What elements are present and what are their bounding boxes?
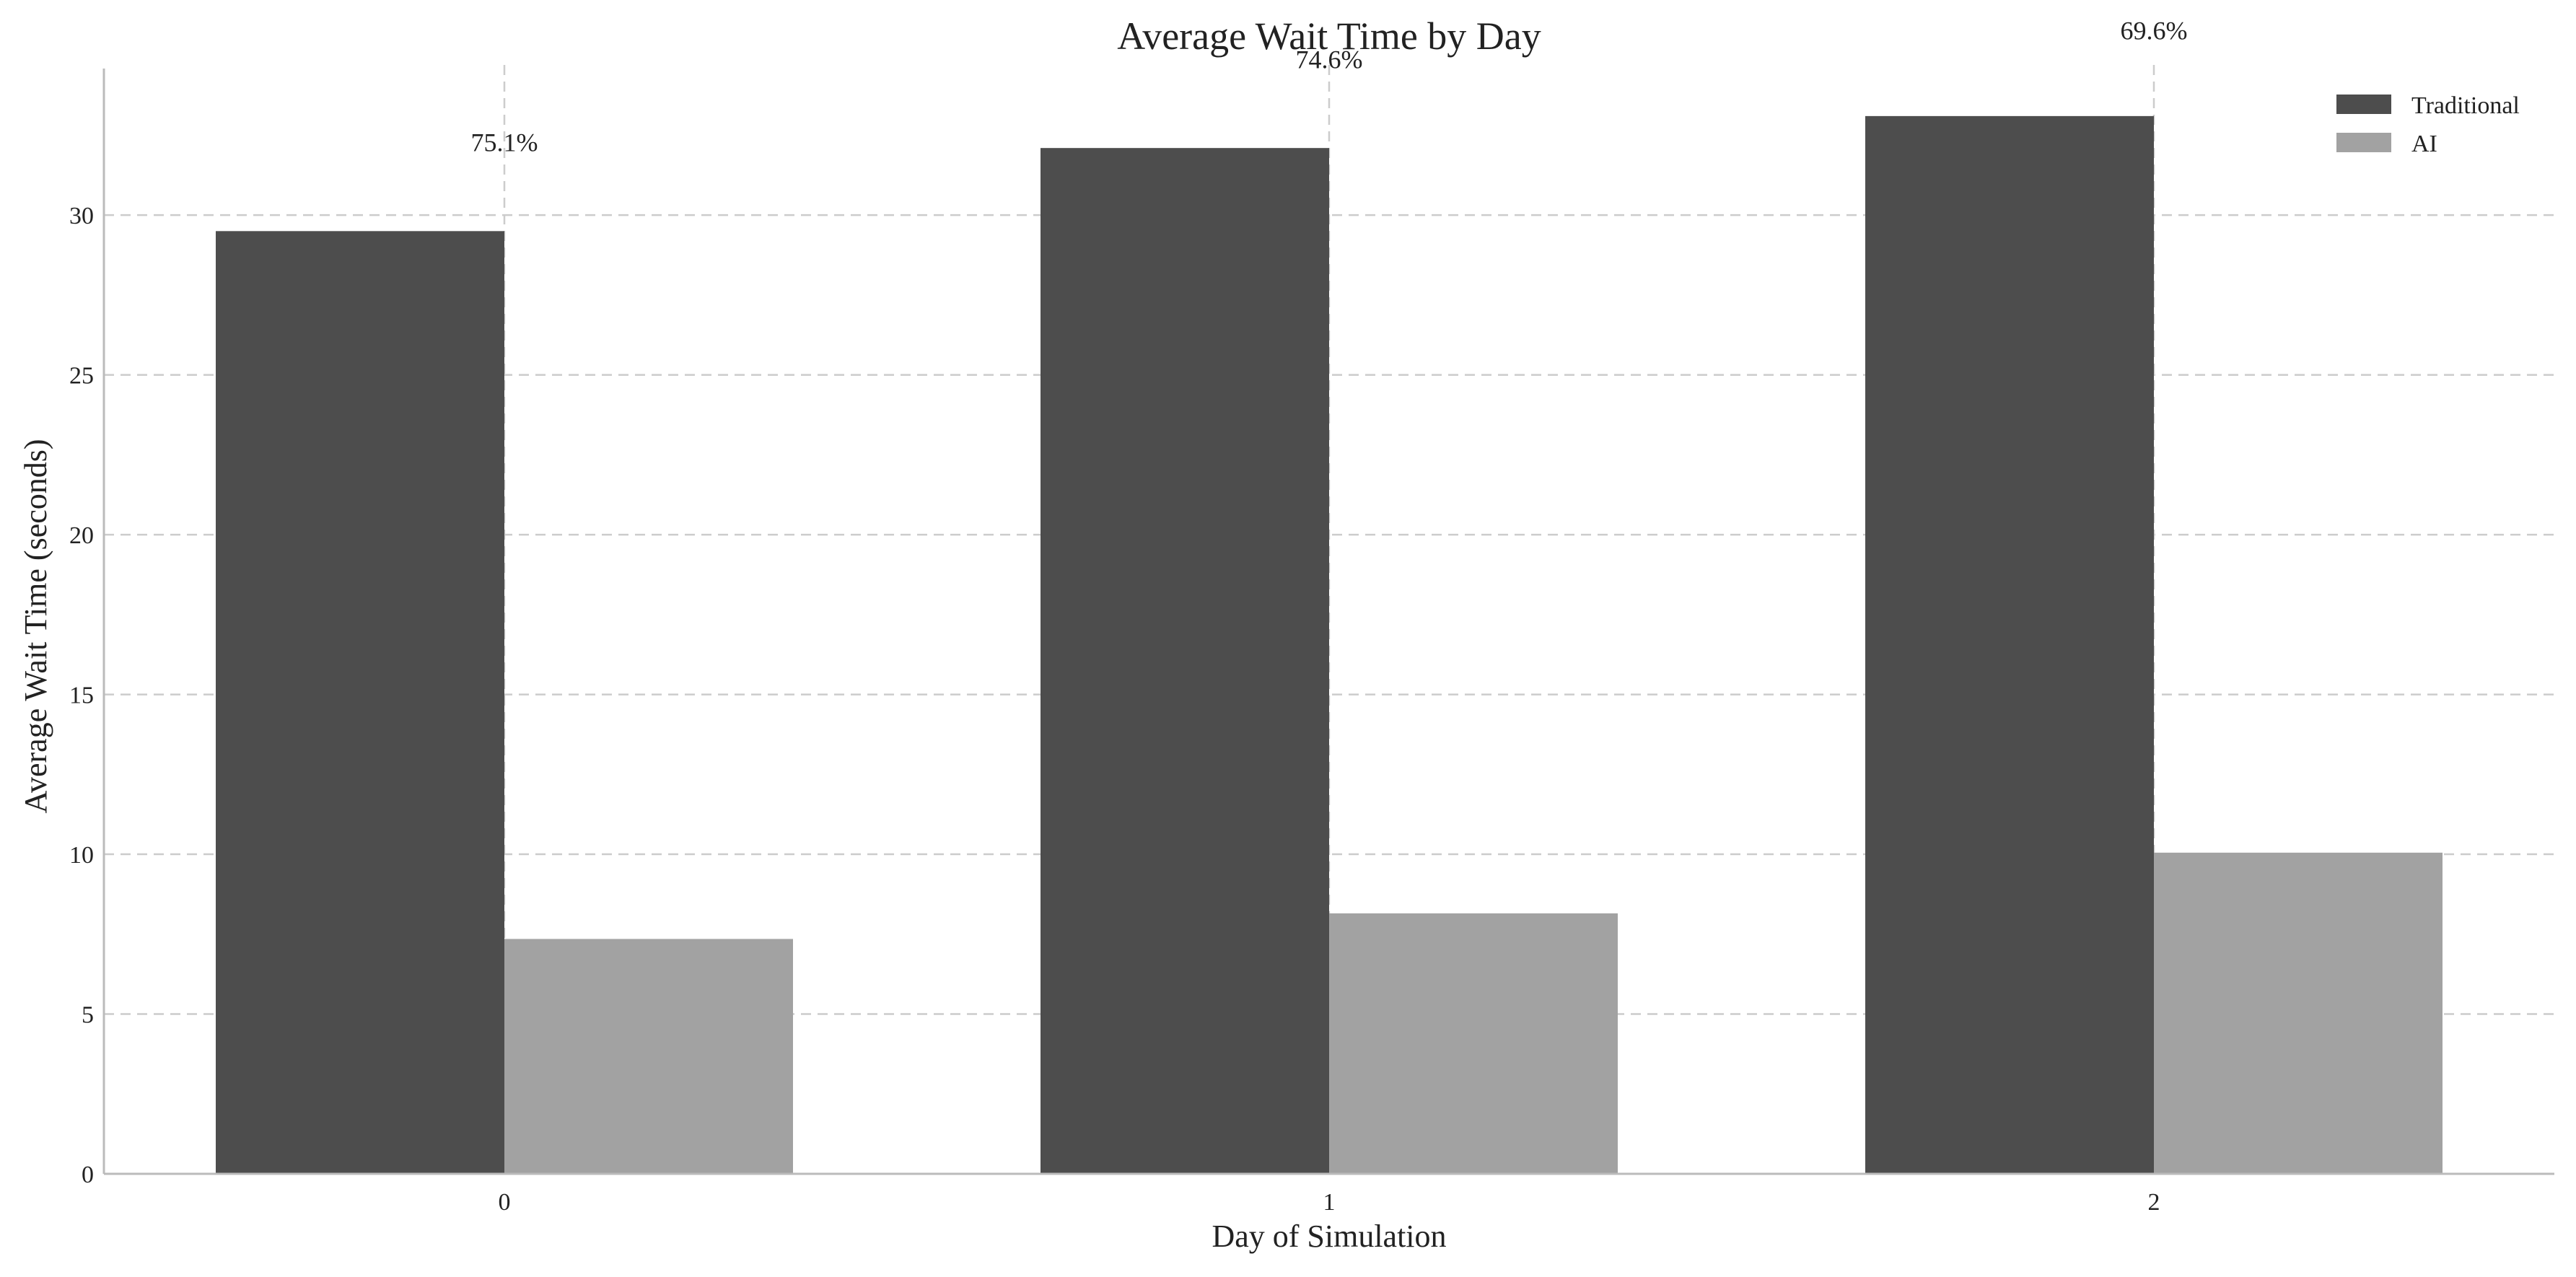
legend-swatch-ai	[2336, 133, 2391, 152]
bar-ai-day-1	[1329, 913, 1618, 1174]
y-tick-label: 25	[69, 363, 94, 390]
x-tick-label: 2	[2148, 1189, 2160, 1216]
bar-ai-day-0	[504, 939, 793, 1174]
y-tick-label: 15	[69, 683, 94, 709]
x-axis-label: Day of Simulation	[1212, 1219, 1446, 1254]
bars	[216, 115, 2443, 1175]
bar-ai-day-2	[2154, 852, 2443, 1174]
legend: Traditional AI	[2336, 92, 2520, 157]
chart-title: Average Wait Time by Day	[1117, 14, 1541, 58]
bar-traditional-day-1	[1041, 148, 1329, 1174]
x-tick-label: 1	[1323, 1189, 1336, 1216]
bar-traditional-day-2	[1865, 115, 2154, 1174]
axes: 0 5 10 15 20 25 30 0 1 2	[69, 69, 2554, 1216]
y-tick-label: 0	[82, 1162, 94, 1188]
y-tick-label: 30	[69, 203, 94, 229]
legend-swatch-traditional	[2336, 95, 2391, 114]
reduction-percent-label: 74.6%	[1296, 45, 1363, 74]
y-tick-label: 5	[82, 1002, 94, 1029]
y-tick-label: 10	[69, 842, 94, 869]
reduction-percent-label: 69.6%	[2121, 17, 2188, 45]
bar-traditional-day-0	[216, 231, 504, 1175]
reduction-percent-label: 75.1%	[471, 128, 538, 157]
x-tick-label: 0	[499, 1189, 511, 1216]
legend-label-traditional: Traditional	[2411, 92, 2520, 119]
y-axis-label: Average Wait Time (seconds)	[18, 439, 53, 813]
data-labels: 75.1% 74.6% 69.6%	[471, 17, 2188, 157]
legend-label-ai: AI	[2411, 131, 2437, 157]
y-tick-label: 20	[69, 522, 94, 549]
